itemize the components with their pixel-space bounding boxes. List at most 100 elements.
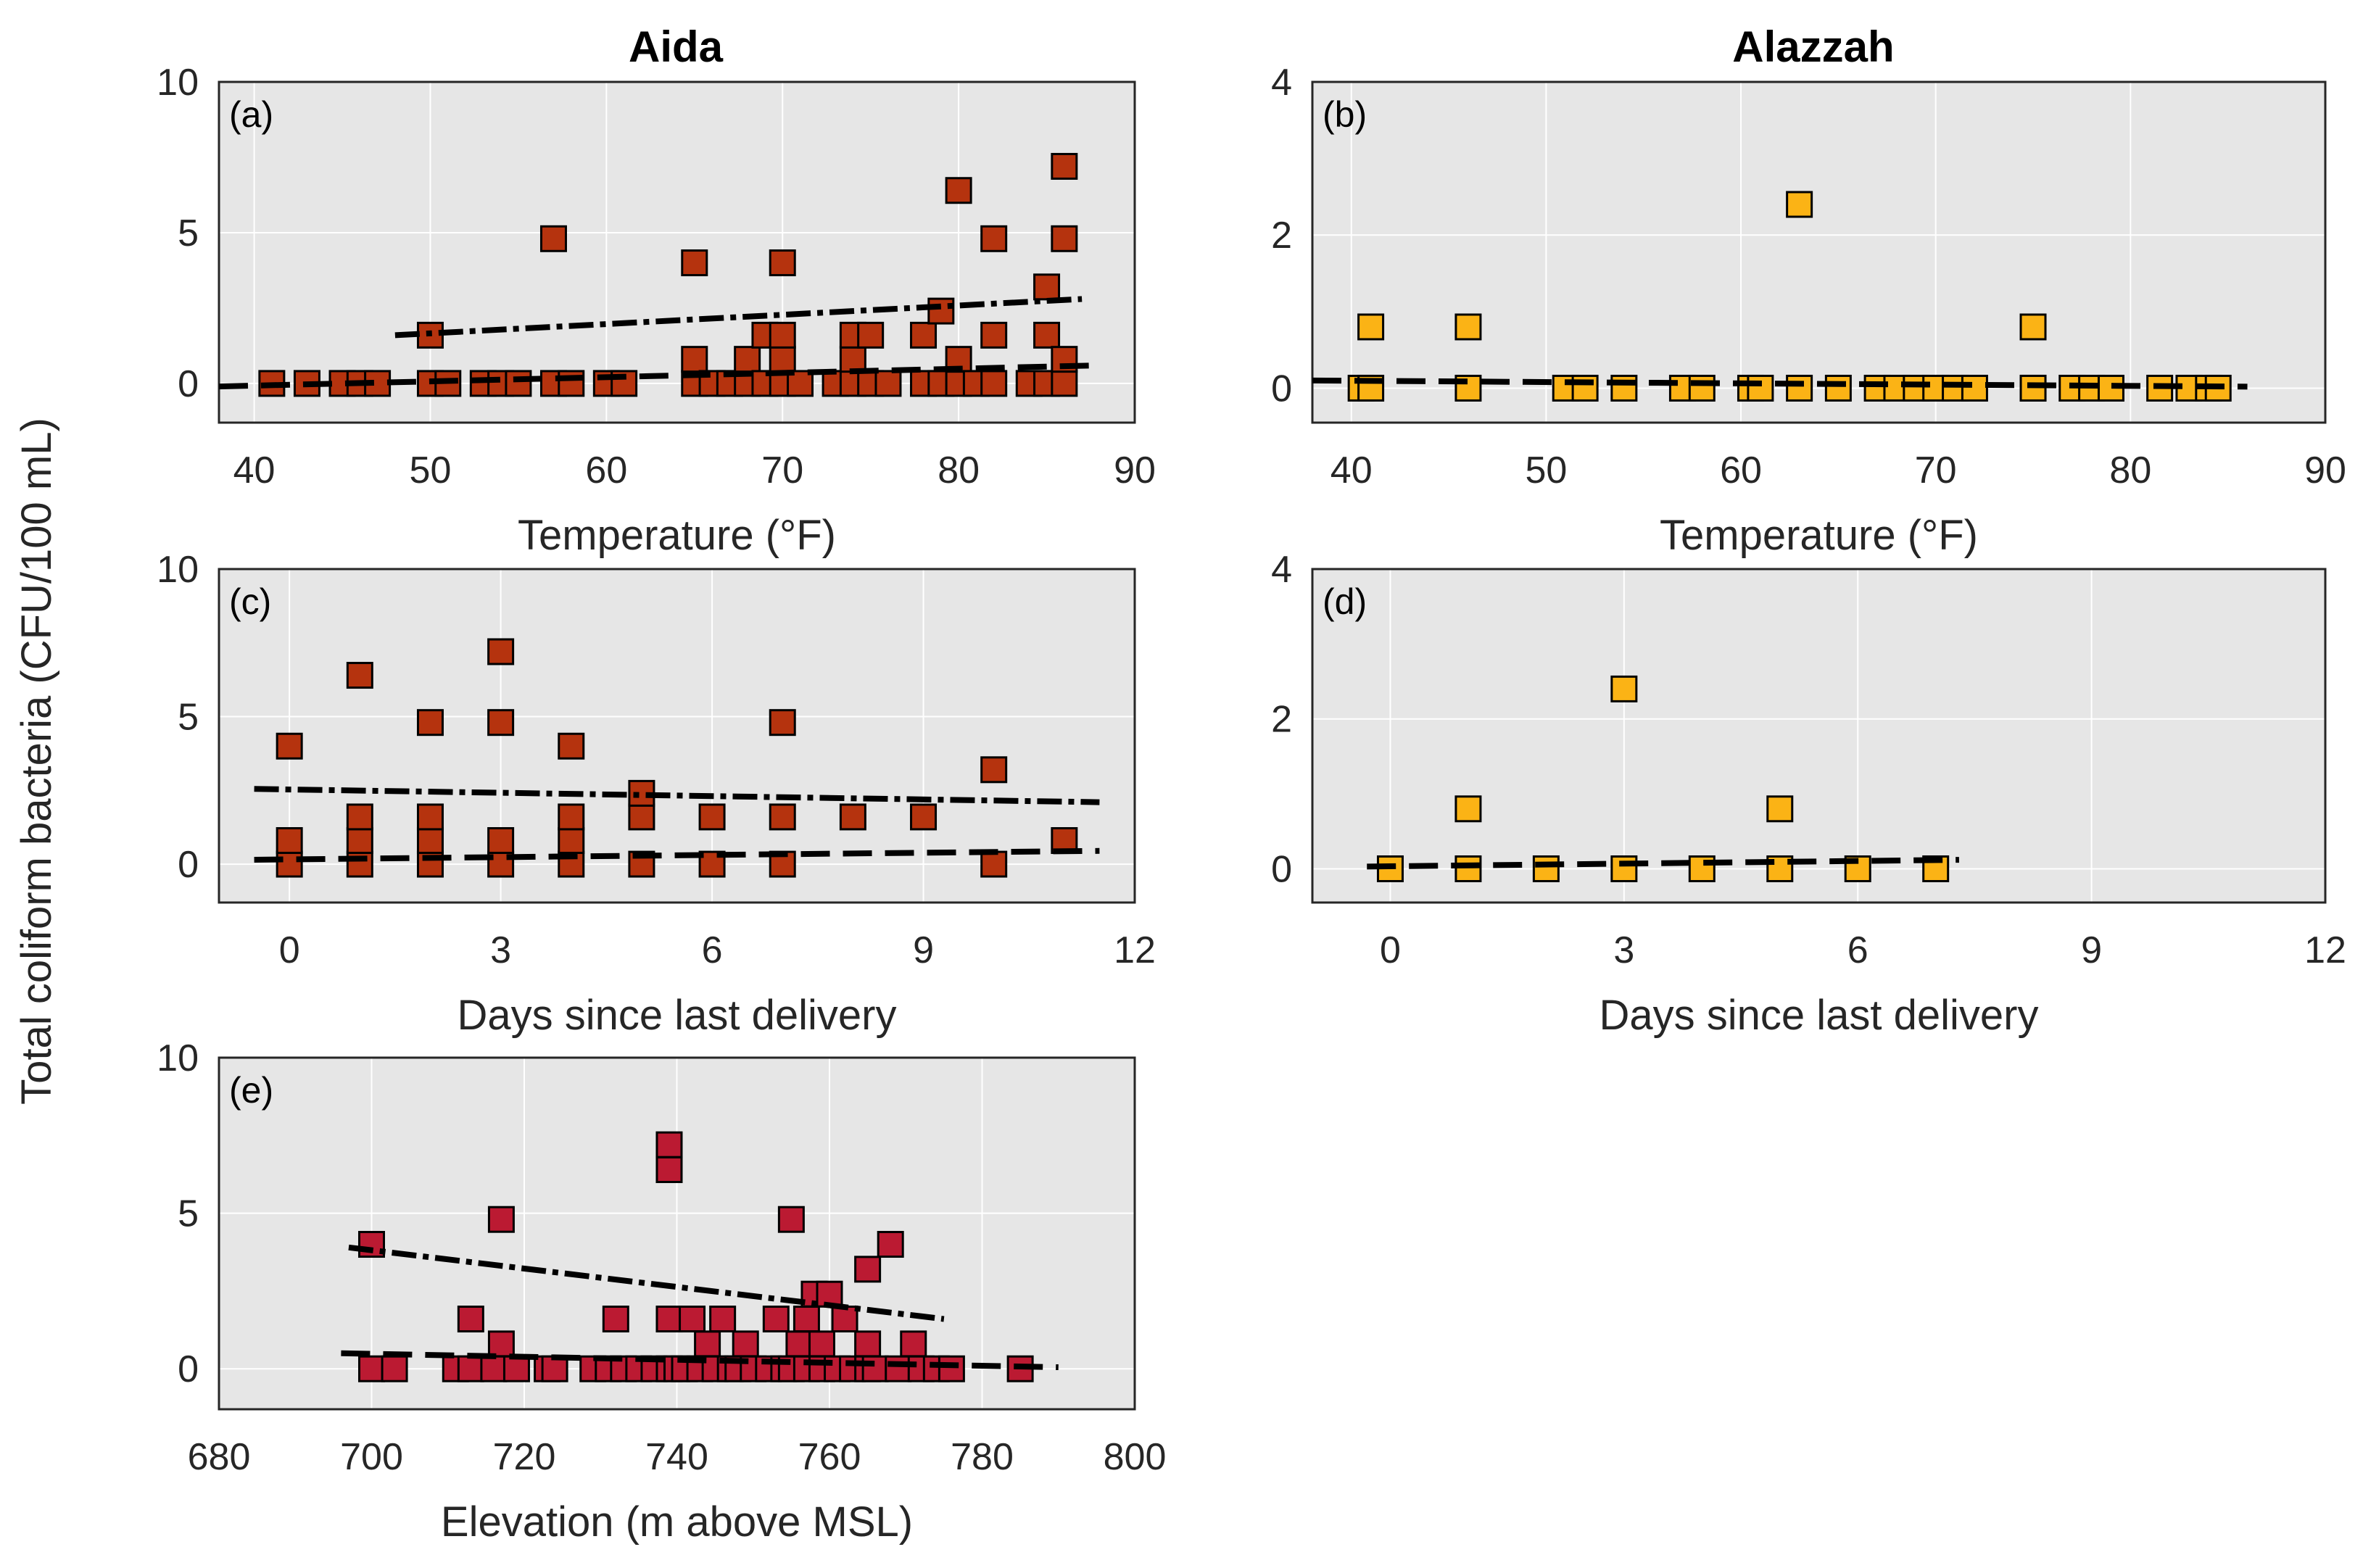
- data-point: [480, 1355, 508, 1382]
- data-point: [945, 177, 972, 204]
- x-axis-label: Elevation (m above MSL): [441, 1498, 913, 1546]
- x-tick-label: 12: [1114, 929, 1156, 971]
- data-point: [777, 1206, 805, 1233]
- axes-box: [218, 80, 1136, 424]
- column-title-alazzah: Alazzah: [1732, 22, 1894, 71]
- panel-c: 0 3 6 9 12 0 5 10 (c) Days since last delivery: [157, 549, 1156, 1039]
- x-tick-label: 50: [1525, 449, 1567, 491]
- data-point: [900, 1330, 927, 1358]
- data-point: [980, 756, 1008, 784]
- data-point: [681, 249, 708, 277]
- data-point: [505, 370, 532, 397]
- data-point: [734, 346, 761, 373]
- data-point: [655, 1306, 683, 1333]
- data-point: [698, 803, 726, 831]
- data-point: [558, 732, 585, 760]
- data-point: [980, 370, 1008, 397]
- data-point: [839, 803, 866, 831]
- x-tick-label: 40: [1331, 449, 1373, 491]
- data-layer: [341, 1131, 1059, 1382]
- data-point: [1033, 273, 1061, 301]
- data-point: [762, 1306, 790, 1333]
- data-point: [679, 1306, 706, 1333]
- data-point: [457, 1306, 484, 1333]
- x-tick-label: 50: [410, 449, 452, 491]
- data-point: [1610, 675, 1638, 702]
- data-point: [628, 803, 655, 831]
- data-point: [381, 1355, 408, 1382]
- data-layer: [1312, 191, 2248, 402]
- x-tick-label: 90: [1114, 449, 1156, 491]
- x-tick-label: 720: [493, 1436, 556, 1478]
- data-point: [1051, 370, 1078, 397]
- y-tick-label: 0: [1271, 848, 1292, 890]
- data-point: [276, 827, 303, 855]
- panel-b: 40 50 60 70 80 90 0 2 4 (b) Temperature (°F): [1271, 62, 2346, 559]
- x-tick-label: 6: [702, 929, 723, 971]
- data-point: [1610, 855, 1638, 882]
- plot-area: [1311, 80, 2327, 424]
- x-tick-label: 70: [1915, 449, 1957, 491]
- x-axis-label: Days since last delivery: [1600, 992, 2039, 1039]
- data-point: [938, 1355, 965, 1382]
- data-point: [358, 1355, 385, 1382]
- column-title-aida: Aida: [629, 22, 724, 71]
- y-tick-label: 10: [157, 62, 199, 104]
- data-point: [769, 346, 796, 373]
- axes-box: [218, 1056, 1136, 1411]
- trend-line-lower: [1367, 857, 1959, 870]
- data-point: [1786, 374, 1813, 402]
- y-tick-label: 4: [1271, 62, 1292, 104]
- y-tick-label: 4: [1271, 549, 1292, 591]
- data-point: [857, 321, 885, 349]
- data-point: [346, 827, 373, 855]
- data-point: [1688, 855, 1716, 882]
- data-point: [854, 1330, 882, 1358]
- data-point: [541, 1355, 568, 1382]
- data-point: [276, 732, 303, 760]
- y-tick-label: 0: [1271, 368, 1292, 410]
- data-point: [416, 803, 444, 831]
- data-point: [487, 1206, 515, 1233]
- y-tick-label: 2: [1271, 699, 1292, 741]
- x-tick-label: 680: [188, 1436, 251, 1478]
- data-point: [558, 803, 585, 831]
- data-point: [1051, 152, 1078, 180]
- x-axis-label: Days since last delivery: [458, 992, 897, 1039]
- axes-box: [1311, 568, 2327, 904]
- y-tick-label: 2: [1271, 215, 1292, 257]
- data-point: [539, 225, 567, 252]
- data-point: [1532, 855, 1560, 882]
- data-point: [1454, 855, 1482, 882]
- data-point: [487, 827, 515, 855]
- axes-box: [1311, 80, 2327, 424]
- data-layer: [1367, 675, 1959, 882]
- data-point: [416, 827, 444, 855]
- x-tick-label: 780: [951, 1436, 1014, 1478]
- data-point: [1610, 374, 1638, 402]
- data-point: [927, 297, 955, 325]
- x-tick-label: 12: [2304, 929, 2346, 971]
- x-tick-label: 760: [798, 1436, 861, 1478]
- data-point: [655, 1156, 683, 1184]
- data-point: [502, 1355, 530, 1382]
- x-tick-label: 90: [2304, 449, 2346, 491]
- data-point: [1454, 313, 1482, 341]
- x-tick-label: 40: [233, 449, 276, 491]
- trend-line-lower: [219, 362, 1100, 390]
- data-point: [276, 850, 303, 878]
- data-point: [487, 638, 515, 665]
- data-point: [831, 1306, 858, 1333]
- panel-tag: (a): [229, 94, 273, 135]
- axes-box: [218, 568, 1136, 904]
- x-tick-label: 740: [645, 1436, 708, 1478]
- trend-line-lower: [341, 1350, 1059, 1371]
- trend-line-lower: [1312, 377, 2248, 390]
- x-tick-label: 60: [1720, 449, 1762, 491]
- data-point: [681, 346, 708, 373]
- trend-line-upper: [394, 296, 1083, 339]
- data-point: [769, 709, 796, 737]
- data-point: [487, 1330, 515, 1358]
- data-point: [655, 1131, 683, 1158]
